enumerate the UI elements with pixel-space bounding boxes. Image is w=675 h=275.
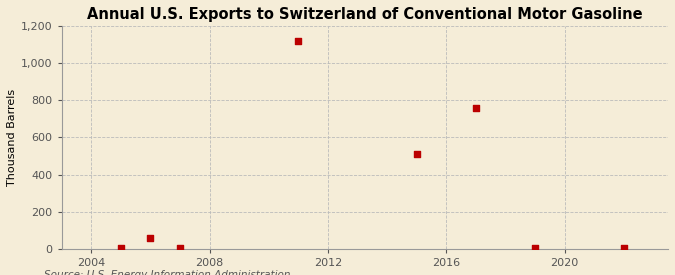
Point: [293, 39, 304, 43]
Text: Source: U.S. Energy Information Administration: Source: U.S. Energy Information Administ…: [44, 271, 290, 275]
Point: [175, 246, 186, 250]
Title: Annual U.S. Exports to Switzerland of Conventional Motor Gasoline: Annual U.S. Exports to Switzerland of Co…: [87, 7, 643, 22]
Point: [618, 246, 629, 250]
Y-axis label: Thousand Barrels: Thousand Barrels: [7, 89, 17, 186]
Point: [470, 106, 481, 110]
Point: [411, 152, 422, 156]
Point: [145, 236, 156, 240]
Point: [115, 246, 126, 250]
Point: [530, 246, 541, 250]
